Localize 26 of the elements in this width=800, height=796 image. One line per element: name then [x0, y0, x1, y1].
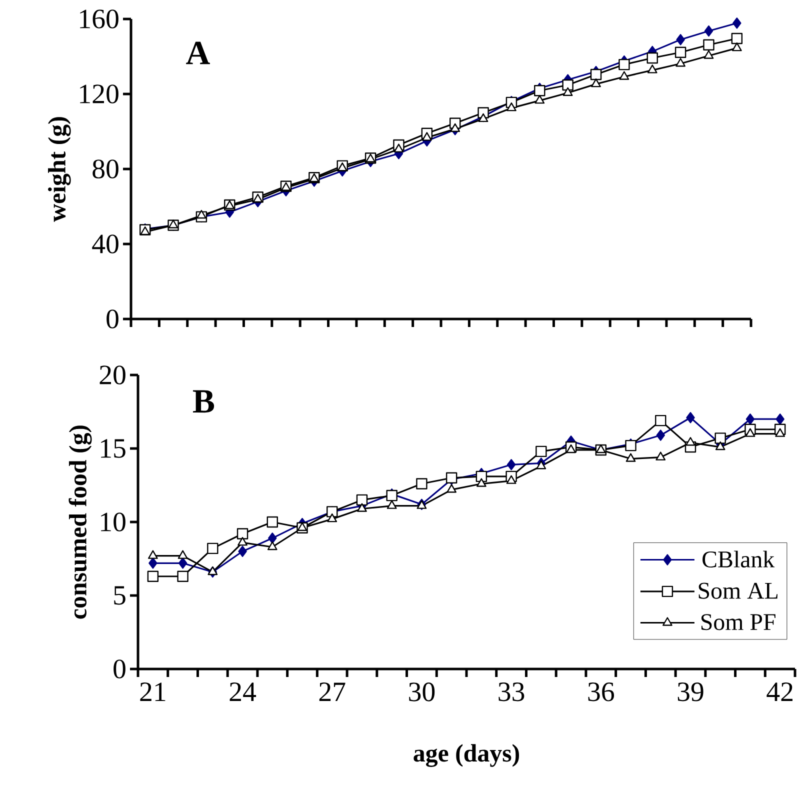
y-tick-label: 160: [80, 10, 118, 28]
y-axis-title: weight (g): [48, 117, 71, 222]
y-tick-label: 20: [100, 366, 126, 384]
annotation: B: [192, 390, 214, 413]
x-tick-label: 27: [319, 682, 346, 701]
y-tick-label: 0: [106, 310, 118, 328]
legend-label: Som AL: [698, 582, 778, 599]
legend-label: CBlank: [702, 550, 775, 568]
x-tick-label: 24: [230, 682, 256, 701]
y-tick-label: 5: [114, 586, 126, 605]
legend-label: Som PF: [701, 614, 776, 630]
y-tick-label: 80: [92, 160, 118, 178]
x-tick-label: 30: [409, 682, 435, 702]
y-tick-label: 0: [114, 660, 126, 678]
y-tick-label: 120: [80, 84, 118, 104]
x-tick-label: 36: [588, 682, 614, 702]
y-tick-label: 40: [92, 234, 118, 254]
x-tick-label: 42: [766, 682, 792, 701]
y-axis-title: consumed food (g): [68, 426, 92, 619]
y-tick-label: 15: [101, 439, 126, 458]
x-tick-label: 33: [498, 682, 524, 702]
x-tick-label: 39: [678, 682, 704, 702]
x-axis-title: age (days): [414, 744, 519, 767]
annotation: A: [186, 42, 210, 64]
x-tick-label: 21: [140, 682, 166, 701]
y-tick-label: 10: [101, 512, 126, 532]
